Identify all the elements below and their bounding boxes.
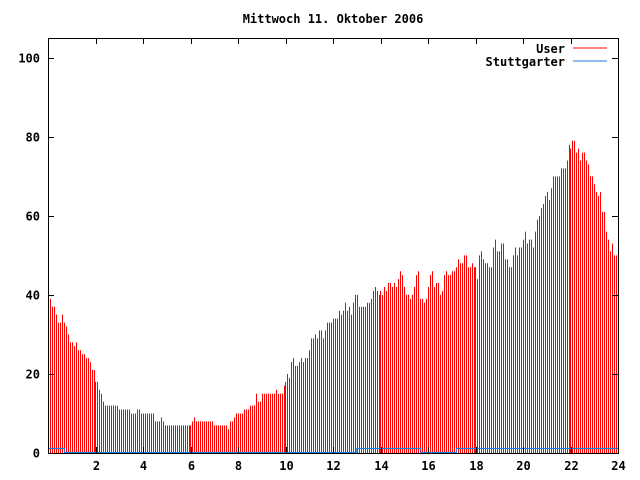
x-tick-label: 2: [93, 459, 100, 473]
user-impulses: [48, 140, 617, 453]
x-tick-label: 14: [374, 459, 388, 473]
y-tick-label: 100: [18, 52, 40, 66]
x-tick-label: 20: [516, 459, 530, 473]
x-tick-label: 10: [279, 459, 293, 473]
legend: User Stuttgarter: [486, 42, 607, 69]
x-tick-label: 16: [421, 459, 435, 473]
x-tick-label: 4: [140, 459, 147, 473]
stuttgarter-step-line: [48, 448, 618, 453]
x-tick-label: 24: [611, 459, 625, 473]
x-tick-label: 8: [235, 459, 242, 473]
y-tick-label: 40: [26, 289, 40, 303]
legend-label-user: User: [536, 42, 565, 56]
x-tick-label: 22: [564, 459, 578, 473]
x-tick-label: 6: [188, 459, 195, 473]
y-tick-label: 0: [33, 447, 40, 461]
y-tick-label: 80: [26, 131, 40, 145]
y-tick-label: 60: [26, 210, 40, 224]
stuttgarter-line: [48, 448, 618, 453]
x-tick-label: 18: [469, 459, 483, 473]
chart-title: Mittwoch 11. Oktober 2006: [243, 12, 424, 26]
y-tick-label: 20: [26, 368, 40, 382]
legend-label-stuttgarter: Stuttgarter: [486, 55, 565, 69]
x-tick-label: 12: [326, 459, 340, 473]
